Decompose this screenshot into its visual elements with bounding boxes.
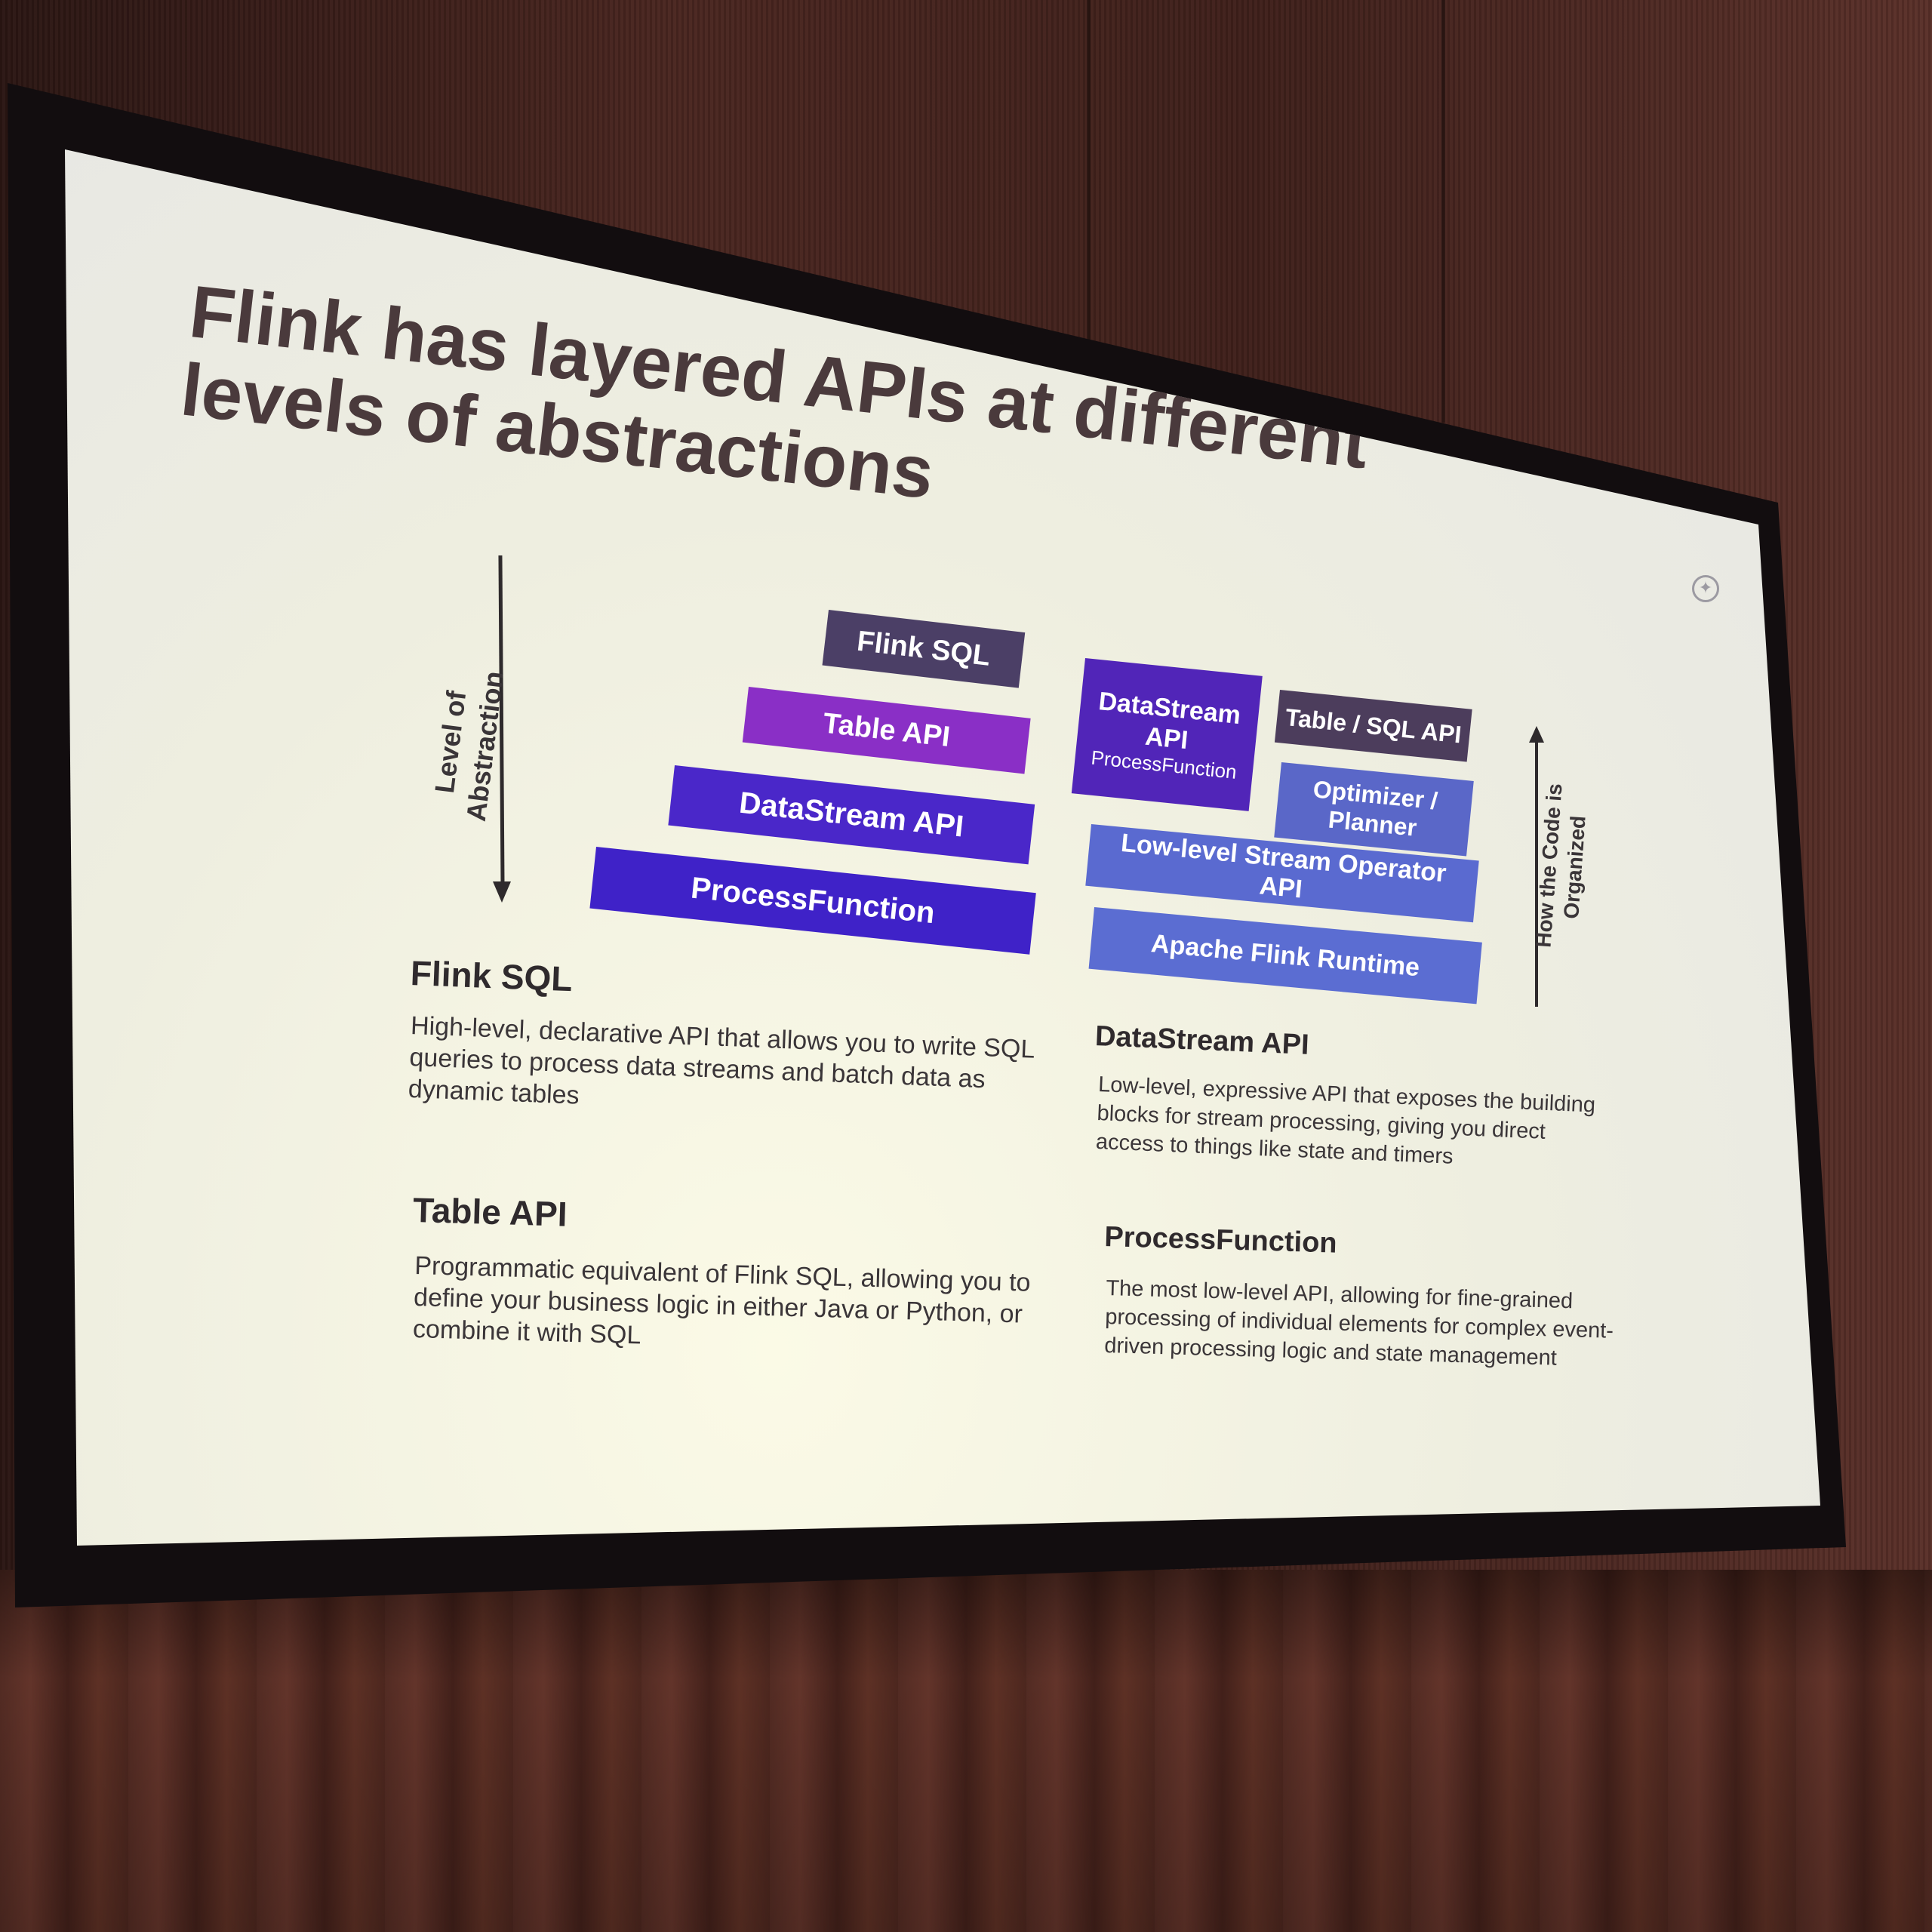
stack-datastream-api: DataStream API [668,765,1035,865]
desc-title-table-api: Table API [412,1189,568,1234]
stack-table-sql-api: Table / SQL API [1274,690,1472,762]
code-organization-arrow-line [1535,738,1538,1007]
stage-curtain [0,1570,1932,1932]
desc-text-datastream-api: Low-level, expressive API that exposes t… [1095,1072,1596,1169]
desc-text-table-api: Programmatic equivalent of Flink SQL, al… [412,1251,1032,1350]
desc-text-processfunction: The most low-level API, allowing for fin… [1103,1275,1614,1371]
stack-datastream-api-label: DataStream API [737,786,966,844]
stack-table-api: Table API [742,687,1031,774]
confluent-logo-icon: ✦ [1692,575,1719,602]
desc-title-processfunction: ProcessFunction [1103,1221,1338,1260]
stack-processfunction-label: ProcessFunction [689,871,937,930]
desc-title-datastream-api: DataStream API [1094,1020,1310,1061]
stack-runtime-label: Apache Flink Runtime [1149,928,1421,982]
stack-processfunction: ProcessFunction [589,847,1036,955]
desc-title-flink-sql: Flink SQL [409,952,574,999]
arrow-down-icon [493,881,511,903]
stack-table-sql-api-label: Table / SQL API [1284,703,1463,748]
stack-optimizer-planner: Optimizer / Planner [1274,762,1474,857]
curtain-shadow [0,1570,1932,1932]
stack-flink-sql: Flink SQL [822,610,1026,688]
wall-panel-seam [1087,0,1091,423]
stack-optimizer-planner-label: Optimizer / Planner [1312,775,1439,841]
stack-apache-flink-runtime: Apache Flink Runtime [1088,907,1482,1004]
arrow-up-icon [1529,726,1544,743]
stack-right-datastream-api: DataStream API ProcessFunction [1071,658,1263,811]
wall-panel-seam [1441,0,1445,423]
stack-table-api-label: Table API [821,706,952,753]
desc-text-flink-sql: High-level, declarative API that allows … [408,1011,1035,1110]
stack-flink-sql-label: Flink SQL [855,625,992,672]
